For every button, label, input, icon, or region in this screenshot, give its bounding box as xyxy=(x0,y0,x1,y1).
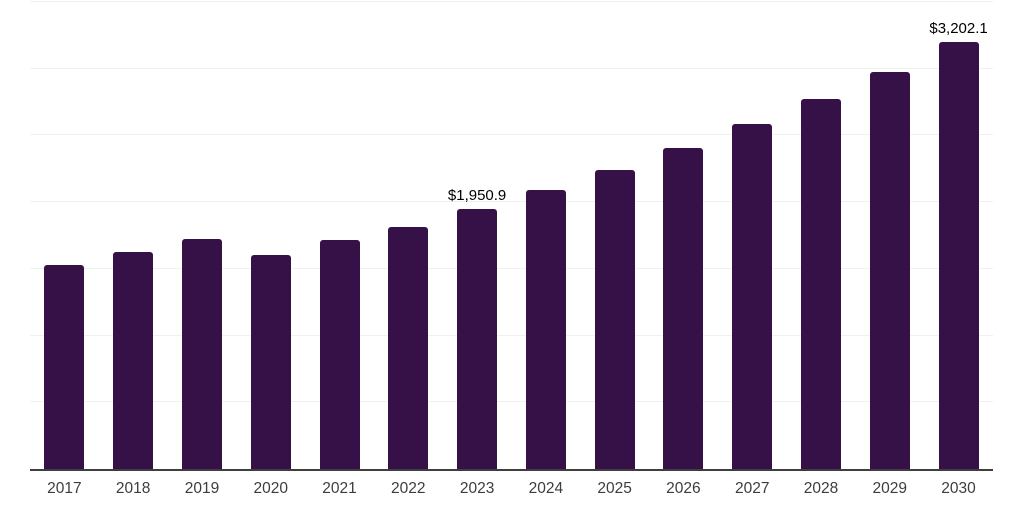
bar-slot-2020 xyxy=(236,0,305,469)
bar-2028 xyxy=(800,99,841,469)
bar-slot-2023: $1,950.9 xyxy=(443,0,512,469)
x-tick-2024: 2024 xyxy=(528,480,564,497)
bar-slot-2026 xyxy=(649,0,718,469)
bar-slot-2027 xyxy=(718,0,787,469)
x-tick-2025: 2025 xyxy=(597,480,632,497)
bar-2027 xyxy=(732,124,773,469)
bar-2023 xyxy=(457,208,498,469)
gridline xyxy=(30,267,993,269)
bar-slot-2030: $3,202.1 xyxy=(924,0,993,469)
bar-slot-2024 xyxy=(511,0,580,469)
x-tick-2023: 2023 xyxy=(459,480,495,497)
bar-2018 xyxy=(113,252,154,469)
gridline xyxy=(30,134,993,136)
bar-slot-2018 xyxy=(99,0,168,469)
bar-slot-2022 xyxy=(374,0,443,469)
bar-2019 xyxy=(181,238,222,469)
bar-slot-2029 xyxy=(855,0,924,469)
x-tick-2029: 2029 xyxy=(872,480,907,497)
gridline xyxy=(30,201,993,203)
gridline xyxy=(30,67,993,69)
x-axis-line xyxy=(30,469,993,471)
bar-2030 xyxy=(938,41,979,469)
x-tick-2027: 2027 xyxy=(734,480,770,497)
x-tick-2028: 2028 xyxy=(803,480,839,497)
bar-slot-2028 xyxy=(787,0,856,469)
bar-2021 xyxy=(319,239,360,469)
bar-slot-2017 xyxy=(30,0,99,469)
x-tick-2030: 2030 xyxy=(941,480,976,497)
x-tick-2020: 2020 xyxy=(253,480,288,497)
bar-2026 xyxy=(663,147,704,469)
x-tick-2019: 2019 xyxy=(184,480,220,497)
x-axis-tick-labels: 2017 2018 2019 2020 2021 2022 2023 2024 2025 2026… xyxy=(30,479,993,498)
bar-slot-2025 xyxy=(580,0,649,469)
bar-series: $1,950.9 $3,202.1 xyxy=(30,0,993,469)
x-tick-2022: 2022 xyxy=(391,480,426,497)
plot-area xyxy=(30,0,993,469)
bar-2017 xyxy=(44,265,85,469)
bar-2025 xyxy=(594,169,635,469)
gridline xyxy=(30,334,993,336)
x-tick-2021: 2021 xyxy=(322,480,357,497)
bar-2029 xyxy=(869,72,910,469)
value-label-2023: $1,950.9 xyxy=(447,186,507,204)
gridline xyxy=(30,401,993,403)
value-label-2030: $3,202.1 xyxy=(929,19,988,37)
gridline xyxy=(30,1,993,2)
x-tick-2017: 2017 xyxy=(47,480,82,497)
x-tick-2018: 2018 xyxy=(115,480,151,497)
bar-2024 xyxy=(525,189,566,469)
bar-slot-2021 xyxy=(305,0,374,469)
bar-slot-2019 xyxy=(168,0,237,469)
x-tick-2026: 2026 xyxy=(666,480,701,497)
bar-2020 xyxy=(250,254,291,469)
bar-2022 xyxy=(388,226,429,469)
